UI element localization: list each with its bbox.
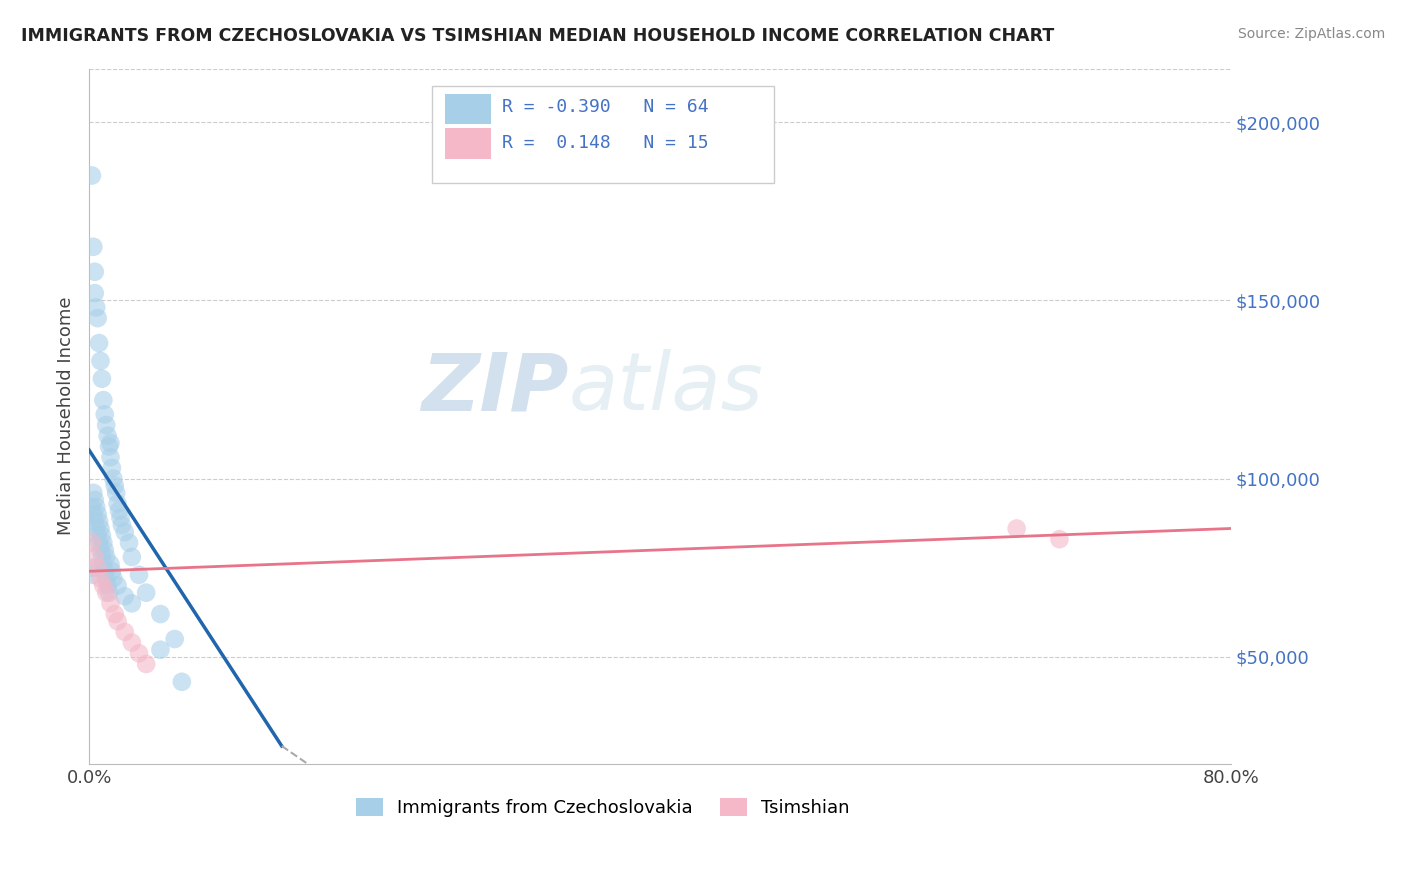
Point xyxy=(89,542,111,557)
Point xyxy=(114,589,136,603)
Point xyxy=(135,585,157,599)
Point xyxy=(170,674,193,689)
Point xyxy=(107,496,129,510)
Point xyxy=(94,542,117,557)
Point xyxy=(87,336,110,351)
Point xyxy=(135,657,157,671)
Point xyxy=(86,528,108,542)
Point xyxy=(86,507,108,521)
Point xyxy=(104,607,127,621)
Legend: Immigrants from Czechoslovakia, Tsimshian: Immigrants from Czechoslovakia, Tsimshia… xyxy=(349,790,858,824)
Point xyxy=(107,614,129,628)
Point xyxy=(84,500,107,514)
Point xyxy=(149,642,172,657)
Y-axis label: Median Household Income: Median Household Income xyxy=(58,297,75,535)
Point xyxy=(101,461,124,475)
Point xyxy=(80,535,103,549)
Point xyxy=(110,510,132,524)
Point xyxy=(91,578,114,592)
Point xyxy=(90,549,112,564)
Point xyxy=(97,429,120,443)
Point xyxy=(105,486,128,500)
Point xyxy=(96,585,118,599)
Point xyxy=(82,486,104,500)
Point xyxy=(108,503,131,517)
Point xyxy=(96,418,118,433)
Point xyxy=(91,535,114,549)
Point xyxy=(121,549,143,564)
Text: ZIP: ZIP xyxy=(422,350,568,427)
Point xyxy=(104,479,127,493)
Point xyxy=(114,624,136,639)
Point xyxy=(83,549,105,564)
Point xyxy=(83,265,105,279)
Point xyxy=(128,567,150,582)
Point xyxy=(89,354,111,368)
Point xyxy=(89,521,111,535)
Point xyxy=(87,535,110,549)
Point xyxy=(100,450,122,465)
Point xyxy=(82,567,104,582)
Point xyxy=(83,286,105,301)
Point xyxy=(94,408,117,422)
Point xyxy=(86,311,108,326)
Point xyxy=(90,372,112,386)
Text: R =  0.148   N = 15: R = 0.148 N = 15 xyxy=(502,134,709,152)
FancyBboxPatch shape xyxy=(446,94,491,124)
Point xyxy=(118,535,141,549)
Text: atlas: atlas xyxy=(568,350,763,427)
Point xyxy=(128,646,150,660)
Point xyxy=(114,524,136,539)
Point xyxy=(121,635,143,649)
Point xyxy=(107,578,129,592)
FancyBboxPatch shape xyxy=(446,128,491,159)
Point xyxy=(80,560,103,574)
Point xyxy=(96,571,118,585)
Point xyxy=(87,514,110,528)
Point xyxy=(101,564,124,578)
Point xyxy=(86,560,108,574)
Point xyxy=(149,607,172,621)
Point xyxy=(94,564,117,578)
Point xyxy=(1049,532,1071,546)
FancyBboxPatch shape xyxy=(432,86,775,183)
Point xyxy=(89,571,111,585)
Point xyxy=(91,557,114,571)
Point xyxy=(82,507,104,521)
Point xyxy=(83,492,105,507)
Point xyxy=(111,517,134,532)
Point xyxy=(84,301,107,315)
Text: Source: ZipAtlas.com: Source: ZipAtlas.com xyxy=(1237,27,1385,41)
Point xyxy=(82,240,104,254)
Point xyxy=(100,557,122,571)
Point xyxy=(100,436,122,450)
Point xyxy=(80,500,103,514)
Point xyxy=(80,169,103,183)
Point xyxy=(90,528,112,542)
Point xyxy=(163,632,186,646)
Point xyxy=(96,549,118,564)
Point xyxy=(98,440,121,454)
Point xyxy=(84,521,107,535)
Point xyxy=(91,393,114,408)
Point xyxy=(100,596,122,610)
Point xyxy=(103,472,125,486)
Point xyxy=(83,514,105,528)
Point xyxy=(103,571,125,585)
Point xyxy=(1005,521,1028,535)
Point xyxy=(97,578,120,592)
Text: IMMIGRANTS FROM CZECHOSLOVAKIA VS TSIMSHIAN MEDIAN HOUSEHOLD INCOME CORRELATION : IMMIGRANTS FROM CZECHOSLOVAKIA VS TSIMSH… xyxy=(21,27,1054,45)
Text: R = -0.390   N = 64: R = -0.390 N = 64 xyxy=(502,98,709,116)
Point xyxy=(98,585,121,599)
Point xyxy=(121,596,143,610)
